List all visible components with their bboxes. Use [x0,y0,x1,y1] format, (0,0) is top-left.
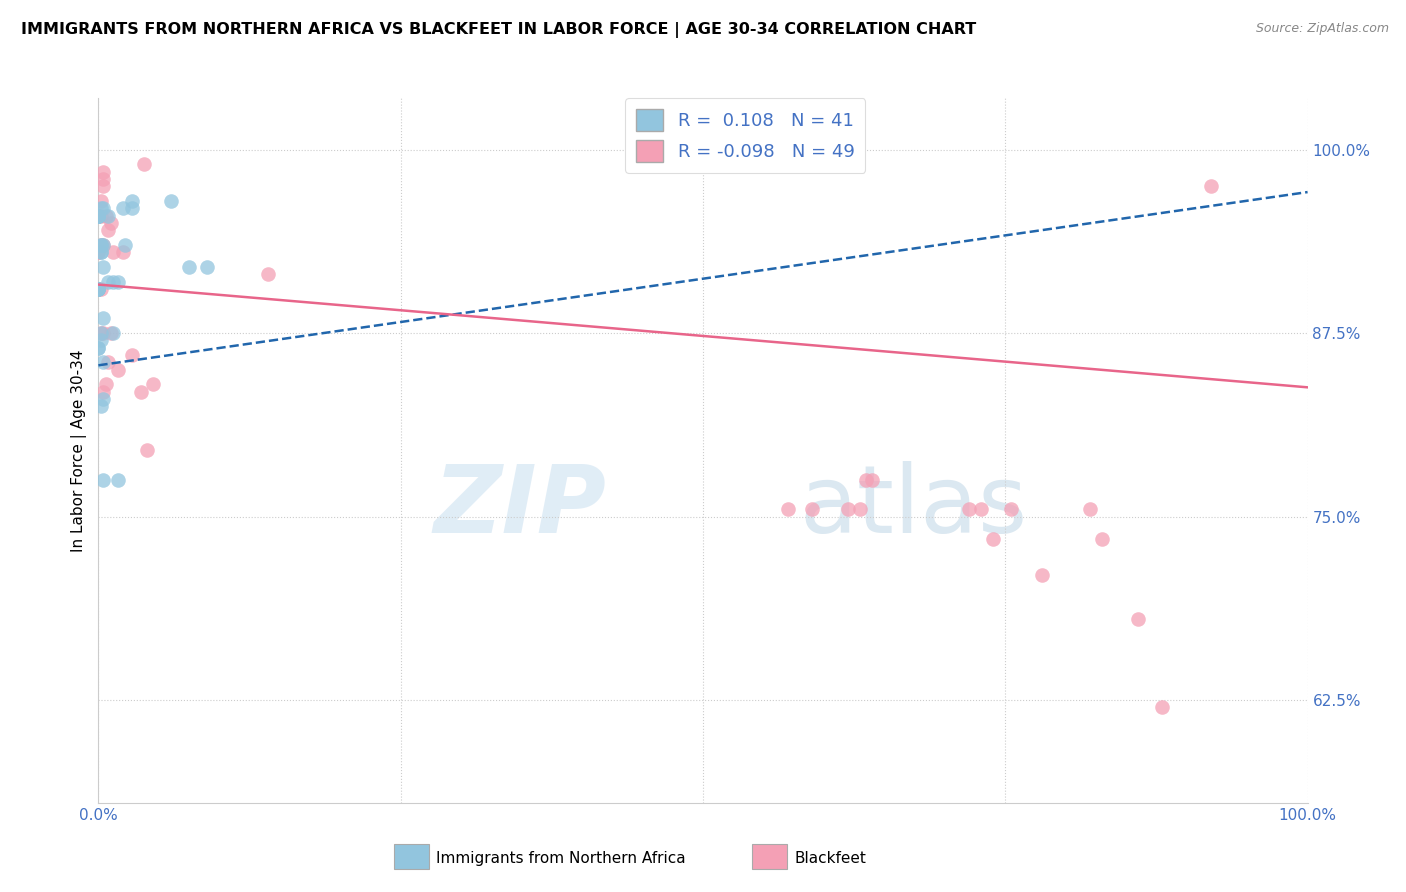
Text: IMMIGRANTS FROM NORTHERN AFRICA VS BLACKFEET IN LABOR FORCE | AGE 30-34 CORRELAT: IMMIGRANTS FROM NORTHERN AFRICA VS BLACK… [21,22,976,38]
Point [160,194,183,208]
Point [121,201,143,215]
Point [837,502,859,516]
Point [97,223,120,237]
Point [91,473,114,487]
Point [90,334,112,348]
Point [90,194,112,208]
Point [970,502,993,516]
Point [90,238,112,252]
Point [90,245,112,260]
Point [87,245,110,260]
Point [87,282,110,296]
Point [1128,612,1150,626]
Point [87,282,110,296]
Point [87,341,110,355]
Point [97,275,120,289]
Point [111,245,134,260]
Point [195,260,218,274]
Point [1152,700,1174,714]
Point [94,377,117,392]
Text: atlas: atlas [800,461,1028,553]
Point [114,238,136,252]
Point [90,400,112,414]
Text: Immigrants from Northern Africa: Immigrants from Northern Africa [436,851,686,865]
Point [1078,502,1101,516]
Point [849,502,872,516]
Point [101,245,124,260]
Point [87,209,110,223]
Point [87,209,110,223]
Legend: R =  0.108   N = 41, R = -0.098   N = 49: R = 0.108 N = 41, R = -0.098 N = 49 [626,98,865,173]
Point [100,326,122,340]
Point [90,326,112,340]
Point [90,238,112,252]
Point [800,502,823,516]
Point [111,201,134,215]
Point [87,209,110,223]
Point [91,238,114,252]
Point [177,260,201,274]
Point [87,341,110,355]
Point [91,392,114,406]
Point [776,502,799,516]
Point [981,532,1004,546]
Point [1091,532,1114,546]
Point [91,260,114,274]
Point [87,245,110,260]
Text: Source: ZipAtlas.com: Source: ZipAtlas.com [1256,22,1389,36]
Point [91,384,114,399]
Point [97,209,120,223]
Point [91,201,114,215]
Point [91,238,114,252]
Point [91,164,114,178]
Point [100,216,122,230]
Point [121,348,143,362]
Point [87,209,110,223]
Point [87,282,110,296]
Point [1199,179,1222,194]
Point [134,157,156,171]
Point [1031,568,1053,582]
Point [90,238,112,252]
Point [957,502,980,516]
Point [91,311,114,326]
Point [101,326,124,340]
Point [91,179,114,194]
Point [107,362,129,376]
Point [87,282,110,296]
Point [87,282,110,296]
Point [91,355,114,369]
Point [121,194,143,208]
Point [101,275,124,289]
Point [129,384,152,399]
Point [107,473,129,487]
Point [142,377,165,392]
Point [135,443,157,458]
Text: ZIP: ZIP [433,461,606,553]
Point [87,209,110,223]
Point [87,209,110,223]
Point [90,326,112,340]
Y-axis label: In Labor Force | Age 30-34: In Labor Force | Age 30-34 [72,349,87,552]
Point [90,245,112,260]
Point [97,355,120,369]
Point [94,209,117,223]
Point [855,473,877,487]
Point [87,209,110,223]
Point [107,275,129,289]
Point [90,209,112,223]
Text: Blackfeet: Blackfeet [794,851,866,865]
Point [91,172,114,186]
Point [256,267,278,281]
Point [87,209,110,223]
Point [90,282,112,296]
Point [87,282,110,296]
Point [860,473,883,487]
Point [1000,502,1022,516]
Point [87,282,110,296]
Point [90,201,112,215]
Point [91,326,114,340]
Point [87,209,110,223]
